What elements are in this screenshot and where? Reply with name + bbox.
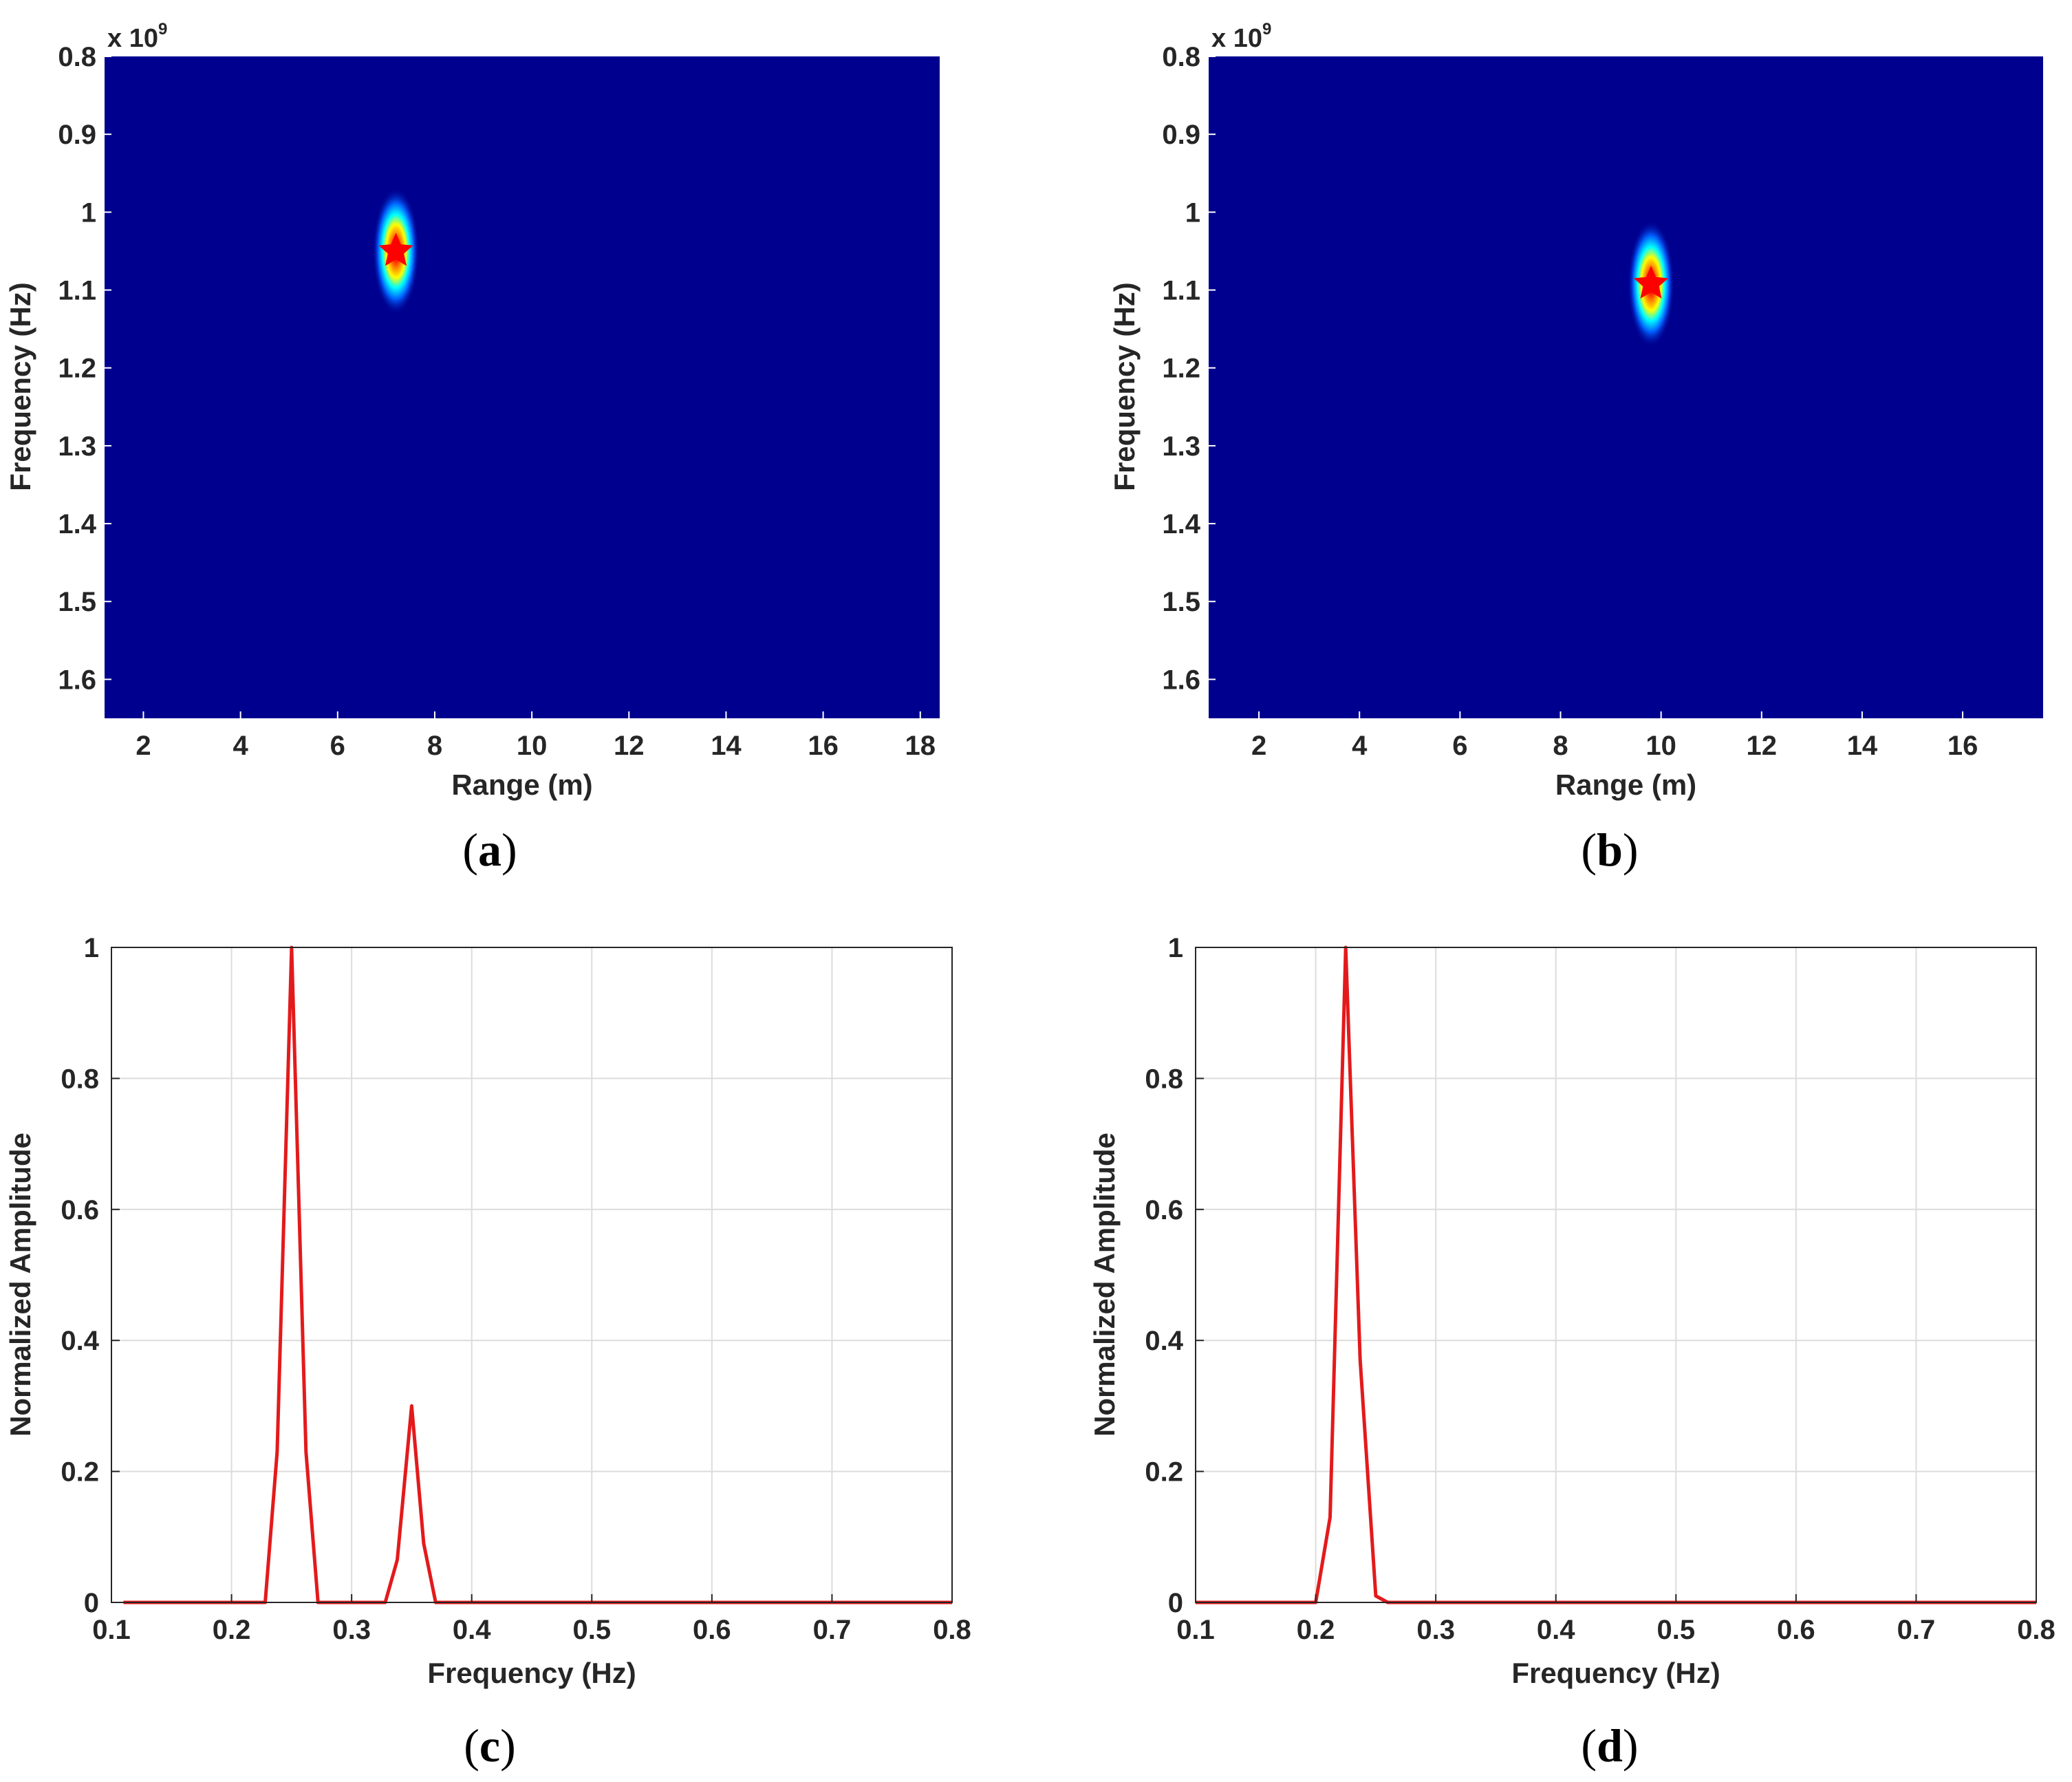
y-exponent: x 109 (1211, 20, 1271, 53)
y-tick-label: 1.1 (1162, 276, 1200, 306)
x-tick-label: 0.1 (92, 1615, 131, 1645)
y-tick-label: 0 (84, 1588, 99, 1618)
x-tick-label: 10 (517, 731, 548, 761)
y-exponent: x 109 (107, 20, 167, 53)
y-tick-label: 0.9 (1162, 120, 1200, 150)
x-tick-label: 12 (614, 731, 645, 761)
x-tick-label: 16 (808, 731, 839, 761)
x-tick-label: 0.6 (693, 1615, 731, 1645)
axes-box (1195, 947, 2037, 1603)
y-tick-label: 1 (84, 933, 99, 963)
x-tick-label: 16 (1947, 731, 1978, 761)
chart-c: 0.1 0.2 0.3 0.4 0.5 0.6 0.7 0.8 0 0.2 0.4 0.6 0.8 1 Fr… (4, 933, 971, 1772)
axes-box (111, 947, 953, 1603)
y-tick-label: 0.9 (58, 120, 96, 150)
panel-label-a: (a) (462, 824, 517, 876)
peak-marker (1633, 265, 1669, 299)
series-line-spectrum (1196, 945, 2036, 1604)
y-tick-label: 1.4 (1162, 509, 1200, 539)
y-tick-label: 1.3 (1162, 431, 1200, 462)
y-tick-label: 0.8 (61, 1064, 99, 1094)
y-tick-label: 0.4 (61, 1326, 99, 1356)
x-tick-label: 0.7 (813, 1615, 852, 1645)
panel-label-b: (b) (1581, 824, 1638, 876)
y-tick-label: 0.8 (58, 42, 96, 72)
panel-label-d: (d) (1581, 1719, 1638, 1772)
y-tick-label: 1 (1168, 933, 1183, 963)
x-tick-label: 8 (1553, 731, 1568, 761)
x-axis-label: Frequency (Hz) (427, 1657, 636, 1689)
y-tick-label: 0.2 (1145, 1457, 1183, 1488)
x-tick-label: 0.5 (1656, 1615, 1695, 1645)
y-axis-label: Normalized Amplitude (1088, 1132, 1121, 1437)
y-axis-label: Normalized Amplitude (4, 1132, 36, 1437)
y-tick-label: 0.4 (1145, 1326, 1183, 1356)
x-tick-label: 6 (330, 731, 345, 761)
x-tick-label: 0.8 (2017, 1615, 2055, 1645)
y-tick-label: 1.1 (58, 276, 96, 306)
heatmap-background (105, 56, 940, 718)
y-tick-label: 1 (81, 197, 96, 228)
x-tick-label: 0.3 (332, 1615, 371, 1645)
y-tick-label: 1 (1185, 197, 1200, 228)
y-tick-label: 0.8 (1145, 1064, 1183, 1094)
x-tick-label: 6 (1452, 731, 1467, 761)
x-axis-label: Frequency (Hz) (1511, 1657, 1720, 1689)
x-tick-label: 0.2 (1297, 1615, 1335, 1645)
y-tick-label: 1.2 (58, 354, 96, 384)
chart-d: 0.1 0.2 0.3 0.4 0.5 0.6 0.7 0.8 0 0.2 0.4 0.6 0.8 1 Fr… (1088, 933, 2055, 1772)
x-tick-label: 4 (233, 731, 249, 761)
panel-label-c: (c) (464, 1719, 516, 1772)
chart-b: 2 4 6 8 10 12 14 16 0.8 0.9 1 1.1 1.2 1.3 1.4 1.5 1.6 x 1… (1108, 20, 2043, 876)
y-tick-label: 1.5 (58, 587, 96, 617)
plot-area (1196, 947, 2036, 1602)
y-axis-label: Frequency (Hz) (4, 282, 36, 491)
x-tick-label: 0.4 (1537, 1615, 1575, 1645)
y-tick-label: 1.2 (1162, 354, 1200, 384)
y-tick-label: 1.6 (58, 665, 96, 695)
x-tick-label: 18 (905, 731, 936, 761)
x-tick-label: 0.2 (213, 1615, 251, 1645)
x-tick-label: 0.4 (453, 1615, 491, 1645)
y-tick-label: 0.2 (61, 1457, 99, 1488)
x-tick-label: 12 (1747, 731, 1778, 761)
x-axis-label: Range (m) (1555, 769, 1696, 801)
y-tick-label: 0.6 (61, 1195, 99, 1225)
y-tick-label: 1.4 (58, 509, 96, 539)
x-tick-label: 4 (1352, 731, 1368, 761)
y-tick-label: 0.8 (1162, 42, 1200, 72)
x-tick-label: 8 (427, 731, 442, 761)
x-tick-label: 0.5 (572, 1615, 611, 1645)
x-axis-label: Range (m) (451, 769, 592, 801)
peak-marker (378, 233, 413, 266)
x-tick-label: 14 (1847, 731, 1878, 761)
x-tick-label: 0.3 (1416, 1615, 1455, 1645)
x-tick-label: 0.1 (1176, 1615, 1215, 1645)
heatmap-background (1209, 56, 2043, 718)
plot-area (111, 947, 952, 1602)
x-tick-label: 10 (1645, 731, 1676, 761)
x-tick-label: 14 (711, 731, 742, 761)
y-tick-label: 1.5 (1162, 587, 1200, 617)
x-tick-label: 0.7 (1897, 1615, 1936, 1645)
y-tick-label: 0 (1168, 1588, 1183, 1618)
y-axis-label: Frequency (Hz) (1108, 282, 1141, 491)
y-tick-label: 0.6 (1145, 1195, 1183, 1225)
x-tick-label: 0.6 (1777, 1615, 1815, 1645)
x-tick-label: 2 (136, 731, 151, 761)
y-tick-label: 1.3 (58, 431, 96, 462)
chart-a: 2 4 6 8 10 12 14 16 18 0.8 0.9 1 1.1 1.2 1.3 1.4 1.5 1.6 x… (4, 20, 940, 876)
y-tick-label: 1.6 (1162, 665, 1200, 695)
x-tick-label: 2 (1251, 731, 1266, 761)
x-tick-label: 0.8 (933, 1615, 971, 1645)
